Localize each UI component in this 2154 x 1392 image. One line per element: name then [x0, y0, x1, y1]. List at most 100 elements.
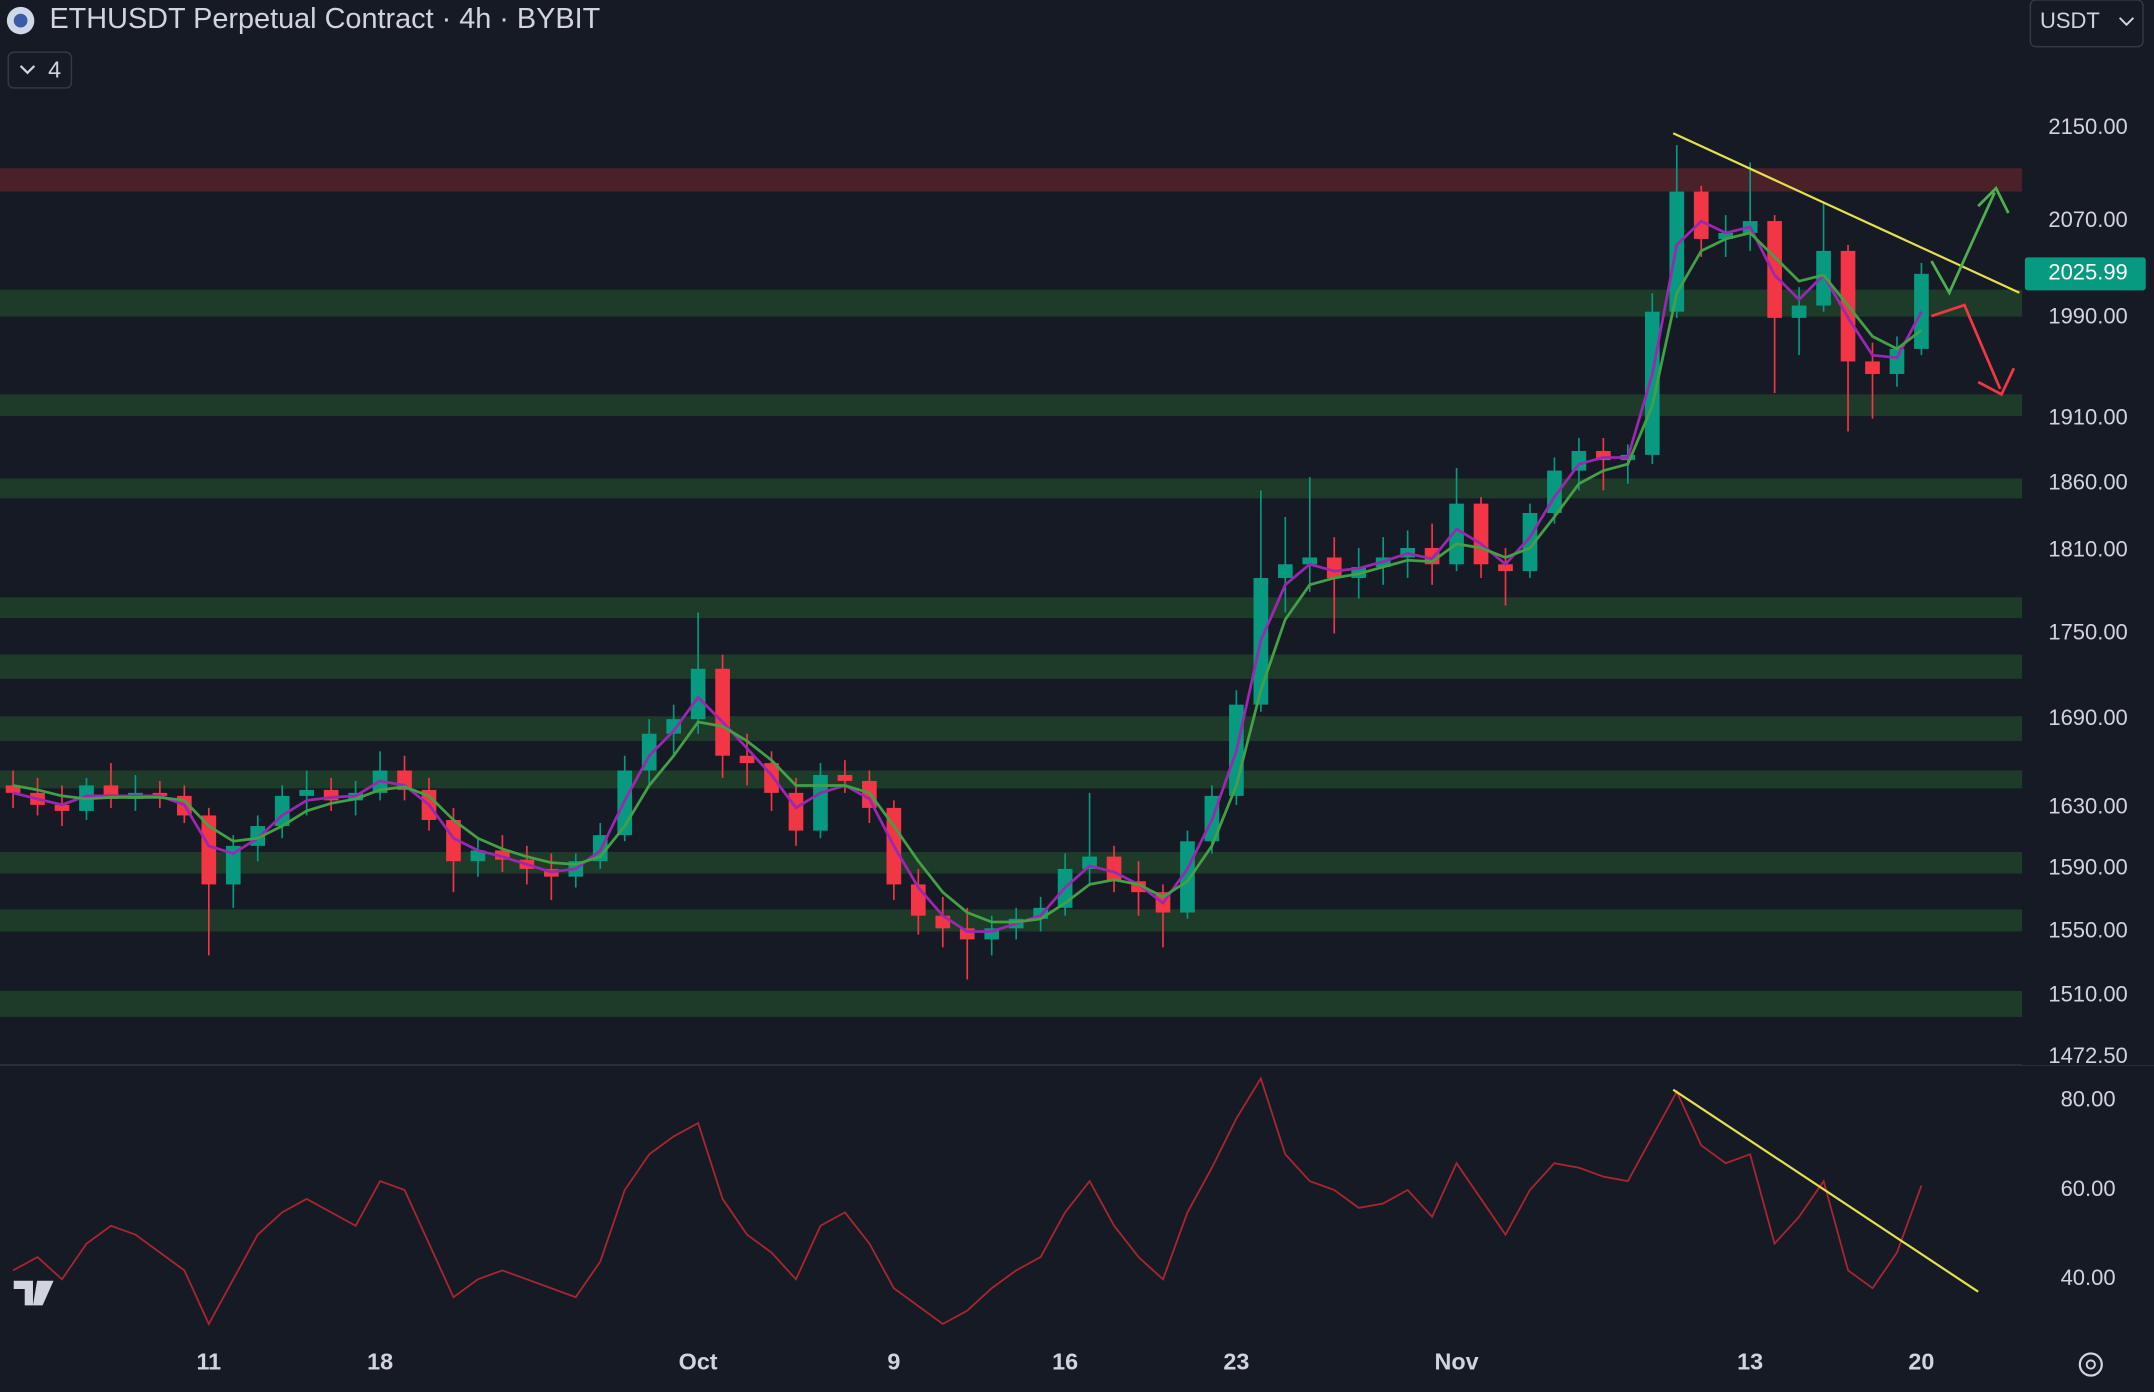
- candle-body: [1693, 191, 1709, 239]
- x-tick-label: Nov: [1435, 1348, 1479, 1374]
- candle-body: [152, 792, 168, 796]
- currency-label: USDT: [2040, 8, 2100, 33]
- y-tick-label: 80.00: [2061, 1086, 2116, 1111]
- candle-body: [299, 789, 315, 796]
- zone: [0, 478, 2023, 499]
- candle-body: [1302, 557, 1318, 565]
- zone: [0, 654, 2023, 679]
- candle-body: [1033, 907, 1048, 919]
- y-tick-label: 1690.00: [2048, 705, 2127, 730]
- zone: [0, 394, 2023, 417]
- candle-body: [1449, 503, 1464, 565]
- y-tick-label: 40.00: [2061, 1265, 2116, 1290]
- candle-body: [813, 774, 828, 831]
- candle-body: [495, 850, 510, 860]
- x-tick-label: 9: [887, 1348, 900, 1374]
- candle-body: [690, 668, 706, 720]
- currency-button[interactable]: [2029, 0, 2144, 48]
- candle-body: [788, 792, 804, 831]
- candle-body: [1571, 450, 1587, 471]
- candle-body: [1889, 348, 1905, 375]
- bear-arrow-head: [1977, 367, 2016, 397]
- bull-arrow: [1930, 191, 1996, 296]
- candle-body: [1718, 232, 1734, 239]
- candle-body: [739, 755, 755, 764]
- zone: [0, 716, 2023, 742]
- zone: [0, 289, 2023, 317]
- settings-icon[interactable]: [2078, 1352, 2103, 1377]
- candle-body: [225, 845, 241, 885]
- x-tick-label: Oct: [679, 1348, 718, 1374]
- moving-average: [12, 231, 1923, 924]
- moving-average: [12, 219, 1923, 933]
- y-tick-label: 1510.00: [2048, 981, 2127, 1006]
- bull-arrow-head: [1977, 185, 2010, 214]
- candle-body: [1522, 512, 1538, 572]
- y-tick-label: 1860.00: [2048, 470, 2127, 495]
- candle-body: [1131, 881, 1146, 893]
- candle-body: [1473, 503, 1489, 565]
- y-tick-label: 1810.00: [2048, 536, 2127, 561]
- zone: [0, 851, 2023, 874]
- chevron: [19, 65, 36, 75]
- x-tick-label: 13: [1737, 1348, 1763, 1374]
- candle-body: [984, 928, 1000, 940]
- candle-body: [837, 774, 853, 781]
- candle-body: [715, 668, 730, 756]
- candle-body: [1596, 450, 1611, 461]
- axis: 2150.002070.001990.001910.001860.001810.…: [196, 114, 2146, 1374]
- y-tick-label: 1630.00: [2048, 794, 2127, 819]
- candle-body: [1277, 564, 1293, 578]
- rsi-trend-line: [1672, 1088, 1979, 1293]
- y-tick-label: 1472.50: [2048, 1043, 2127, 1068]
- candle-body: [959, 928, 975, 940]
- x-tick-label: 23: [1223, 1348, 1249, 1374]
- marks: [5, 145, 1929, 1326]
- last-price-tag: [2024, 257, 2146, 291]
- chart-title: ETHUSDT Perpetual Contract · 4h · BYBIT: [49, 3, 600, 35]
- last-price-label: 2025.99: [2048, 260, 2127, 285]
- candle-body: [1865, 361, 1880, 375]
- indicator-toggle[interactable]: [7, 51, 73, 89]
- candle-body: [54, 804, 70, 811]
- zone: [0, 990, 2023, 1017]
- candle-body: [666, 719, 682, 734]
- zone: [0, 597, 2023, 619]
- candle-body: [1106, 856, 1122, 882]
- candle-body: [1498, 564, 1513, 572]
- indicator-count: 4: [48, 57, 61, 83]
- y-tick-label: 60.00: [2061, 1176, 2116, 1201]
- currency-chevron: [2118, 17, 2135, 27]
- zones: [0, 168, 2023, 1017]
- candle-body: [1767, 221, 1782, 318]
- candle-body: [5, 785, 21, 793]
- y-tick-label: 1910.00: [2048, 404, 2127, 429]
- zone: [0, 168, 2023, 192]
- rsi-line: [12, 1076, 1923, 1326]
- y-tick-label: 1990.00: [2048, 304, 2127, 329]
- y-tick-label: 1750.00: [2048, 619, 2127, 644]
- settings-icon-inner: [2085, 1359, 2096, 1370]
- candle-body: [201, 815, 217, 885]
- candle-body: [1791, 305, 1807, 318]
- axis-mask: [2022, 1048, 2154, 1065]
- symbol-icon-inner: [13, 13, 28, 28]
- candle-body: [323, 789, 339, 801]
- x-tick-label: 18: [367, 1348, 393, 1374]
- zone: [0, 770, 2023, 789]
- y-tick-label: 1590.00: [2048, 855, 2127, 880]
- x-tick-label: 11: [196, 1348, 221, 1374]
- x-tick-label: 20: [1908, 1348, 1934, 1374]
- y-tick-label: 2150.00: [2048, 114, 2127, 139]
- candle-body: [1914, 273, 1929, 349]
- logo: [13, 1280, 54, 1306]
- candle-body: [446, 819, 461, 862]
- candle-body: [1326, 557, 1342, 578]
- candle-body: [470, 850, 486, 862]
- y-tick-label: 1550.00: [2048, 917, 2127, 942]
- bear-arrow: [1931, 303, 2002, 390]
- candle-body: [1816, 250, 1831, 306]
